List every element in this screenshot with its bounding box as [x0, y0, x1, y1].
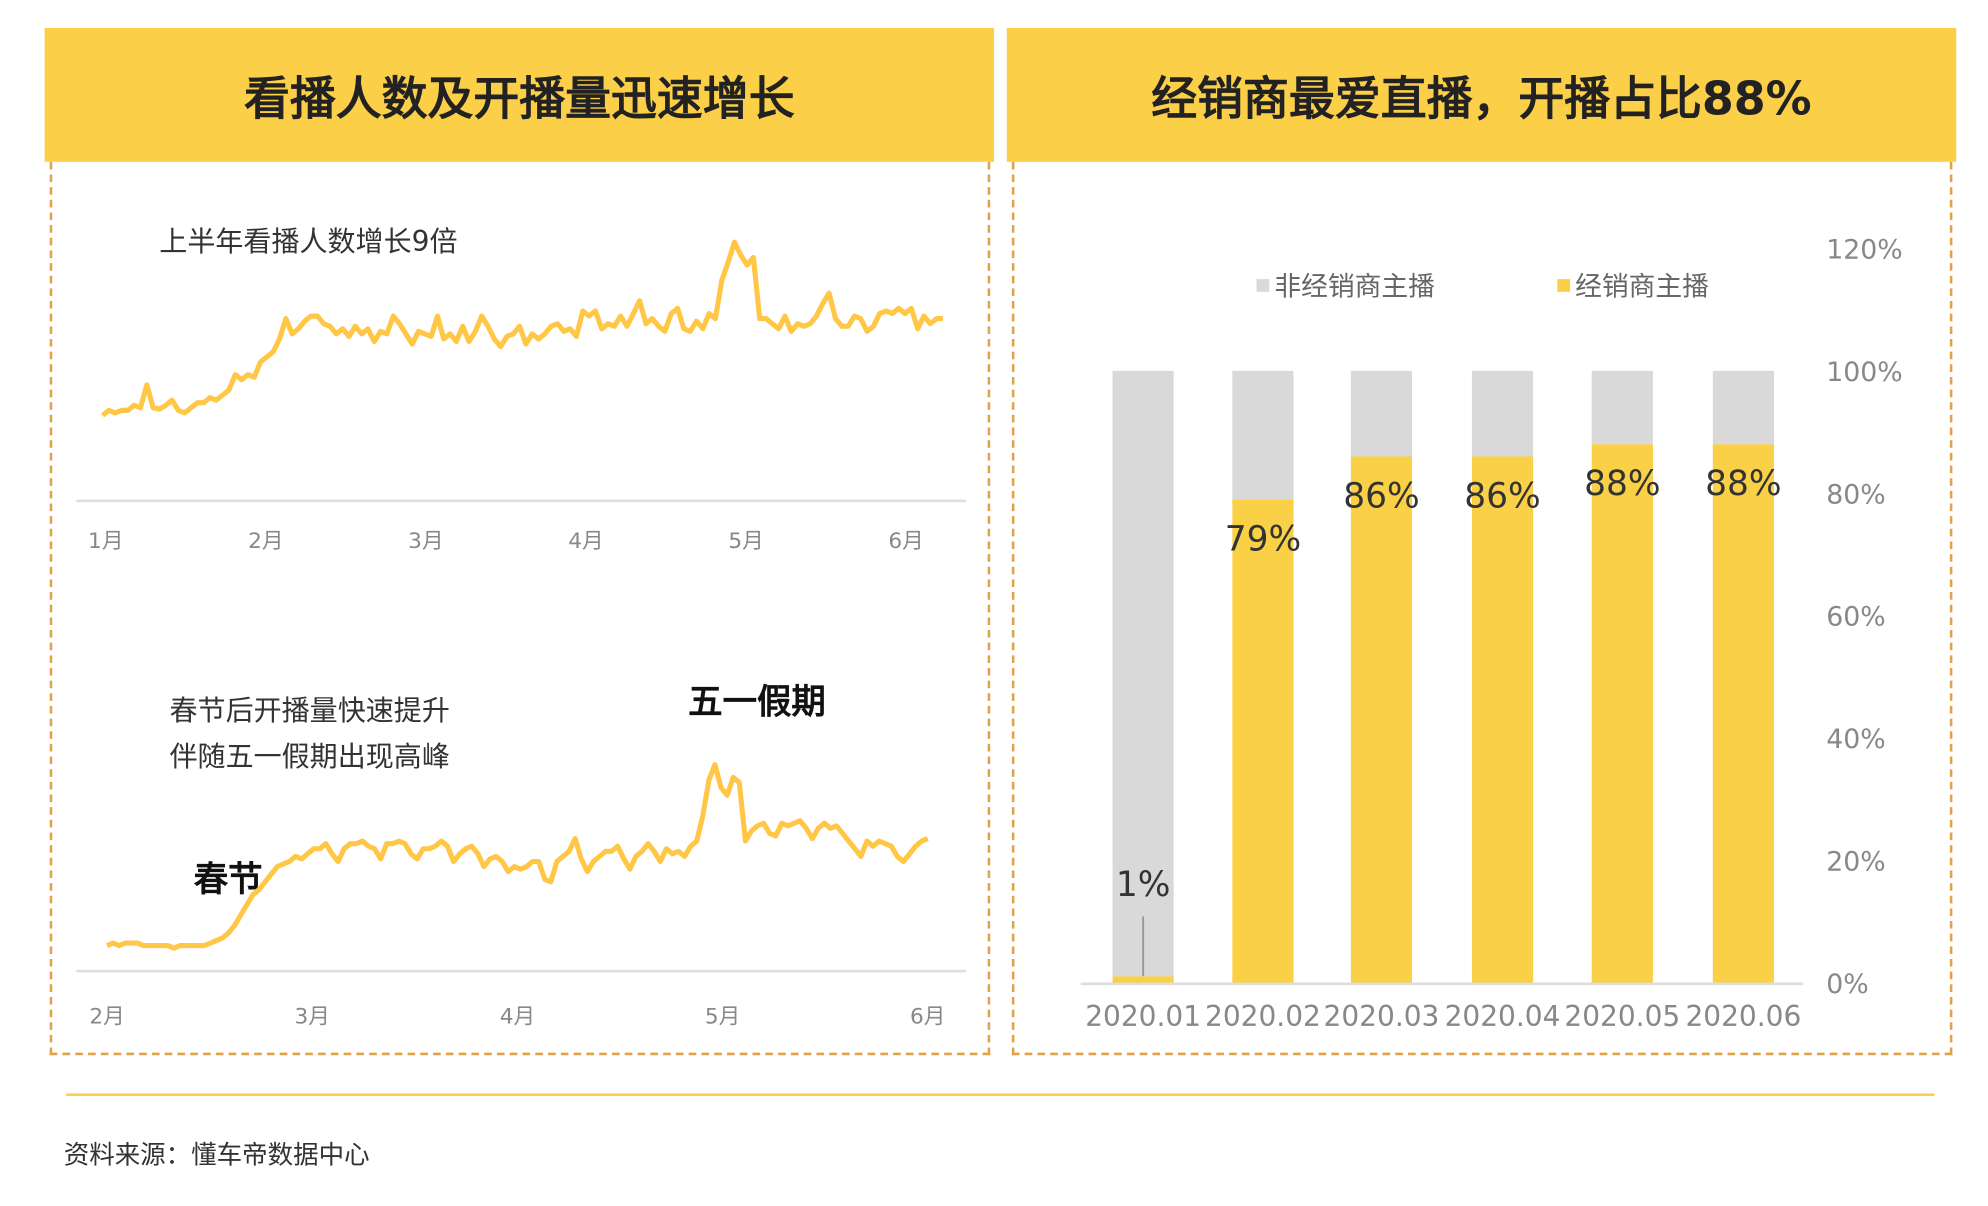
right-panel-border	[1011, 161, 1953, 1056]
bar-y-tick: 20%	[1826, 846, 1885, 877]
bar-category-label: 2020.04	[1445, 1000, 1561, 1033]
bar-y-tick: 100%	[1826, 357, 1902, 388]
bar-dealer	[1471, 456, 1534, 983]
chart2-subtitle-line2: 伴随五一假期出现高峰	[169, 741, 450, 774]
bar-y-tick: 0%	[1826, 969, 1868, 1000]
bar-dealer	[1712, 444, 1774, 983]
chart1-x-tick: 5月	[728, 529, 763, 554]
bar-category-label: 2020.02	[1205, 1000, 1321, 1033]
bar-data-label: 86%	[1464, 476, 1540, 516]
chart2-x-tick: 4月	[500, 1004, 535, 1029]
left-panel-border	[49, 161, 991, 1056]
bar-y-tick: 120%	[1826, 235, 1902, 266]
bar-dealer	[1591, 444, 1653, 983]
chart1-x-tick: 2月	[248, 529, 283, 554]
left-panel-title: 看播人数及开播量迅速增长	[44, 28, 995, 162]
chart2-x-tick: 2月	[89, 1004, 124, 1029]
chart2-x-tick: 6月	[910, 1004, 945, 1029]
chart2-x-tick: 3月	[295, 1004, 330, 1029]
bar-non-dealer	[1712, 370, 1774, 445]
bar-data-label: 88%	[1584, 464, 1660, 504]
bar-non-dealer	[1350, 370, 1413, 457]
annotation-may-day: 五一假期	[688, 683, 826, 723]
chart2-x-tick: 5月	[705, 1004, 740, 1029]
bar-y-tick: 80%	[1826, 479, 1885, 510]
bar-data-label: 86%	[1343, 476, 1419, 516]
chart2-series-line	[106, 762, 929, 951]
bar-dealer	[1232, 499, 1294, 983]
bar-data-label: 79%	[1225, 519, 1301, 559]
bar-category-label: 2020.05	[1564, 1000, 1680, 1033]
legend-label-non-dealer: 非经销商主播	[1274, 272, 1435, 303]
bar-dealer	[1112, 976, 1174, 983]
bar-non-dealer	[1591, 370, 1653, 445]
bar-y-tick: 40%	[1826, 724, 1885, 755]
chart2-subtitle-line1: 春节后开播量快速提升	[169, 695, 450, 728]
bar-category-label: 2020.06	[1685, 1000, 1801, 1033]
legend-swatch-non-dealer	[1256, 279, 1270, 292]
legend-swatch-dealer	[1557, 279, 1571, 292]
bar-dealer	[1350, 456, 1413, 983]
source-note: 资料来源：懂车帝数据中心	[63, 1139, 370, 1170]
legend-label-dealer: 经销商主播	[1575, 272, 1709, 303]
chart1-x-tick: 4月	[568, 529, 603, 554]
bar-data-label: 1%	[1116, 865, 1171, 905]
bar-non-dealer	[1232, 370, 1294, 500]
chart1-x-tick: 3月	[408, 529, 443, 554]
bar-category-label: 2020.03	[1324, 1000, 1440, 1033]
chart1-x-tick: 6月	[888, 529, 923, 554]
right-panel-title: 经销商最爱直播，开播占比88%	[1006, 28, 1957, 162]
chart1-series-line	[100, 239, 943, 418]
bar-category-label: 2020.01	[1085, 1000, 1201, 1033]
bar-non-dealer	[1112, 370, 1174, 977]
bar-non-dealer	[1471, 370, 1534, 457]
chart1-x-tick: 1月	[88, 529, 123, 554]
bar-data-label: 88%	[1705, 464, 1781, 504]
bar-y-tick: 60%	[1826, 602, 1885, 633]
footer-divider	[66, 1093, 1935, 1096]
chart1-title: 上半年看播人数增长9倍	[159, 226, 458, 259]
